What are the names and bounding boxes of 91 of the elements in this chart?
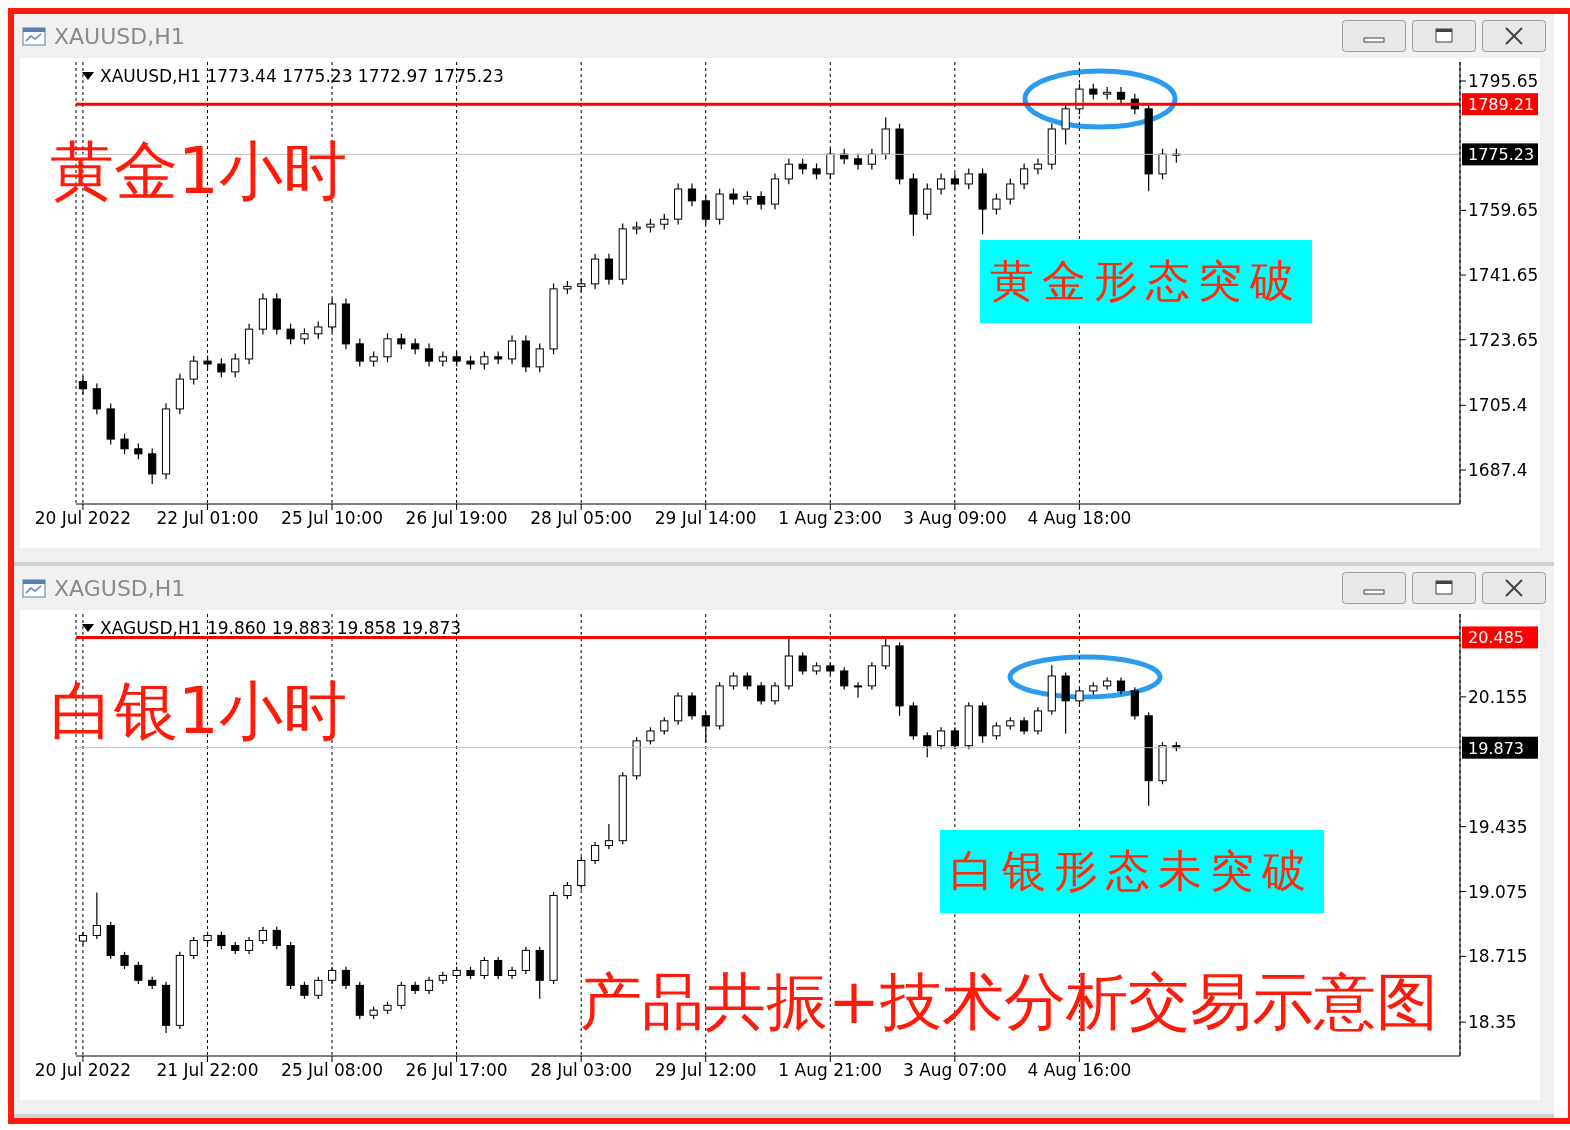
candlestick bbox=[1033, 158, 1043, 175]
candlestick bbox=[272, 926, 281, 950]
candlestick bbox=[92, 891, 101, 940]
y-tick-label: 1723.65 bbox=[1468, 329, 1539, 350]
candlestick bbox=[936, 172, 946, 195]
ref-line-label: 20.485 bbox=[1468, 628, 1524, 648]
candlestick bbox=[507, 335, 517, 365]
y-tick-label: 19.075 bbox=[1468, 881, 1528, 902]
x-tick-label: 21 Jul 22:00 bbox=[156, 1060, 259, 1081]
y-tick-label: 1741.65 bbox=[1468, 265, 1539, 286]
candlestick bbox=[231, 352, 240, 378]
candlestick bbox=[604, 823, 614, 850]
y-tick-label: 19.435 bbox=[1468, 816, 1528, 837]
candlestick bbox=[1006, 177, 1015, 206]
x-tick-label: 4 Aug 18:00 bbox=[1027, 508, 1132, 529]
ref-line-label: 19.873 bbox=[1468, 738, 1524, 758]
chart-title: XAGUSD,H1 bbox=[54, 575, 186, 601]
candlestick bbox=[950, 726, 960, 750]
candlestick bbox=[1020, 162, 1029, 190]
candlestick bbox=[341, 966, 351, 990]
x-tick-label: 25 Jul 08:00 bbox=[281, 1060, 384, 1081]
x-tick-label: 20 Jul 2022 bbox=[34, 1060, 132, 1081]
candlestick bbox=[923, 731, 932, 758]
candlestick bbox=[853, 152, 863, 171]
candlestick bbox=[494, 956, 503, 980]
x-tick-label: 22 Jul 01:00 bbox=[156, 508, 259, 529]
candlestick bbox=[604, 253, 614, 286]
chart-subtitle: XAUUSD,H1 1773.44 1775.23 1772.97 1775.23 bbox=[100, 66, 504, 86]
y-tick-label: 1705.4 bbox=[1468, 395, 1528, 416]
x-tick-label: 3 Aug 09:00 bbox=[902, 508, 1007, 529]
candlestick bbox=[757, 190, 766, 211]
candlestick bbox=[936, 726, 946, 750]
y-tick-label: 20.155 bbox=[1468, 686, 1528, 707]
candlestick bbox=[992, 193, 1001, 216]
ref-line-label: 1789.21 bbox=[1468, 95, 1535, 115]
candlestick bbox=[480, 956, 489, 980]
x-tick-label: 29 Jul 14:00 bbox=[654, 508, 757, 529]
candlestick bbox=[314, 976, 323, 1000]
ref-line-label: 1775.23 bbox=[1468, 145, 1535, 165]
candlestick bbox=[355, 337, 364, 368]
x-tick-label: 20 Jul 2022 bbox=[34, 508, 132, 529]
chart-subtitle: XAGUSD,H1 19.860 19.883 19.858 19.873 bbox=[100, 618, 462, 638]
candlestick bbox=[840, 666, 849, 691]
candlestick bbox=[867, 661, 876, 691]
candlestick bbox=[424, 342, 434, 368]
y-tick-label: 18.35 bbox=[1468, 1012, 1517, 1033]
annotation: 产品共振+技术分析交易示意图 bbox=[580, 964, 1438, 1040]
annotation: 白银1小时 bbox=[50, 673, 347, 750]
x-tick-label: 25 Jul 10:00 bbox=[281, 508, 384, 529]
x-tick-label: 1 Aug 23:00 bbox=[778, 508, 883, 529]
x-tick-label: 1 Aug 21:00 bbox=[778, 1060, 883, 1081]
candlestick bbox=[92, 382, 101, 415]
x-tick-label: 3 Aug 07:00 bbox=[902, 1060, 1007, 1081]
candlestick bbox=[687, 691, 697, 721]
candlestick bbox=[1033, 706, 1043, 736]
candlestick bbox=[757, 681, 766, 706]
annotation: 黄金形态突破 bbox=[980, 240, 1312, 323]
candlestick bbox=[148, 447, 157, 485]
x-tick-label: 28 Jul 03:00 bbox=[530, 1060, 633, 1081]
candlestick bbox=[1158, 148, 1167, 180]
candlestick bbox=[687, 183, 697, 207]
y-tick-label: 1687.4 bbox=[1468, 460, 1528, 481]
candlestick bbox=[286, 323, 295, 345]
x-tick-label: 28 Jul 05:00 bbox=[530, 508, 633, 529]
chart-title: XAUUSD,H1 bbox=[54, 23, 185, 49]
candlestick bbox=[770, 681, 780, 706]
candlestick bbox=[134, 961, 143, 985]
candlestick bbox=[521, 946, 530, 975]
candlestick bbox=[383, 332, 392, 363]
candlestick bbox=[397, 981, 406, 1010]
x-tick-label: 4 Aug 16:00 bbox=[1027, 1060, 1132, 1081]
candlestick bbox=[189, 355, 198, 386]
candlestick bbox=[120, 433, 129, 455]
y-tick-label: 1759.65 bbox=[1468, 200, 1539, 221]
x-tick-label: 26 Jul 19:00 bbox=[405, 508, 508, 529]
candlestick bbox=[867, 148, 876, 171]
x-tick-label: 26 Jul 17:00 bbox=[405, 1060, 508, 1081]
annotation: 白银形态未突破 bbox=[940, 830, 1324, 913]
annotation: 黄金1小时 bbox=[50, 133, 347, 210]
candlestick bbox=[217, 358, 226, 378]
y-tick-label: 18.715 bbox=[1468, 946, 1528, 967]
candlestick bbox=[189, 936, 198, 960]
candlestick bbox=[784, 158, 793, 185]
candlestick bbox=[535, 342, 544, 373]
candlestick bbox=[964, 167, 973, 190]
candlestick bbox=[798, 651, 807, 676]
candlestick bbox=[590, 841, 600, 865]
y-tick-label: 1795.65 bbox=[1468, 71, 1539, 92]
candlestick bbox=[853, 681, 863, 699]
x-tick-label: 29 Jul 12:00 bbox=[654, 1060, 757, 1081]
candlestick bbox=[881, 636, 890, 671]
